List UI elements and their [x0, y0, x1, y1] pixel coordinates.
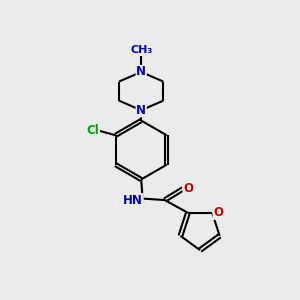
Text: O: O — [213, 206, 223, 219]
Text: Cl: Cl — [87, 124, 99, 137]
Text: O: O — [183, 182, 193, 195]
Text: HN: HN — [123, 194, 143, 207]
Text: N: N — [136, 65, 146, 79]
Text: N: N — [136, 104, 146, 117]
Text: CH₃: CH₃ — [130, 46, 152, 56]
